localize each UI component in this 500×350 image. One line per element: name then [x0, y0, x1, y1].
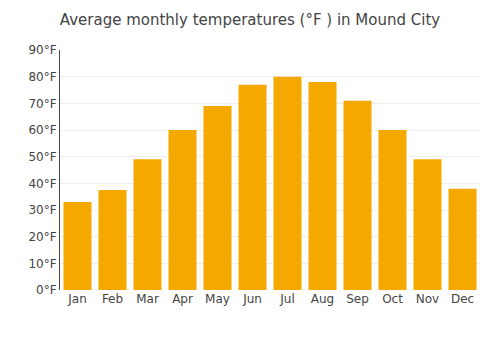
svg-text:0°F: 0°F: [36, 283, 57, 297]
svg-text:Jul: Jul: [279, 292, 294, 306]
svg-text:Oct: Oct: [382, 292, 403, 306]
svg-text:Jan: Jan: [67, 292, 87, 306]
svg-text:May: May: [205, 292, 230, 306]
svg-text:Sep: Sep: [346, 292, 369, 306]
svg-text:Nov: Nov: [416, 292, 439, 306]
svg-text:Dec: Dec: [451, 292, 474, 306]
svg-text:80°F: 80°F: [28, 70, 56, 84]
svg-text:Apr: Apr: [172, 292, 193, 306]
svg-text:10°F: 10°F: [28, 257, 56, 271]
svg-text:90°F: 90°F: [28, 43, 56, 57]
svg-text:40°F: 40°F: [28, 177, 56, 191]
svg-text:Feb: Feb: [102, 292, 123, 306]
svg-text:Average monthly temperatures (: Average monthly temperatures (°F ) in Mo…: [60, 11, 440, 29]
svg-text:70°F: 70°F: [28, 97, 56, 111]
svg-text:50°F: 50°F: [28, 150, 56, 164]
svg-text:20°F: 20°F: [28, 230, 56, 244]
svg-text:60°F: 60°F: [28, 123, 56, 137]
svg-text:30°F: 30°F: [28, 203, 56, 217]
svg-text:Mar: Mar: [136, 292, 159, 306]
svg-text:Jun: Jun: [242, 292, 262, 306]
svg-text:Aug: Aug: [311, 292, 334, 306]
